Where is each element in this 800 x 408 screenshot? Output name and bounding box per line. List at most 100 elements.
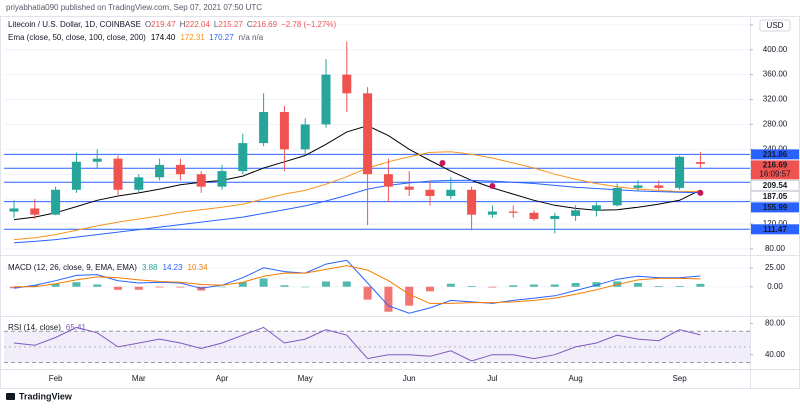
countdown: 16:09:57 [759, 169, 791, 178]
level-price-text: 209.54 [763, 181, 788, 190]
indicator-value: 170.27 [209, 33, 234, 42]
candle-body [571, 210, 581, 216]
candle-body [529, 212, 539, 220]
y-tick-label: 120.00 [763, 219, 788, 228]
level-price-text: 231.86 [763, 150, 788, 159]
candle-body [363, 93, 373, 175]
x-tick-label: Mar [132, 374, 146, 383]
candle-body [134, 177, 144, 190]
candle-body [238, 143, 248, 172]
brand: TradingView [19, 391, 73, 401]
quote-value: 216.69 [253, 20, 278, 29]
indicator-title: Ema (close, 50, close, 100, close, 200) [8, 33, 146, 42]
cross-marker [489, 183, 496, 190]
level-price-text: 111.47 [763, 225, 787, 234]
y-tick-label: 240.00 [763, 144, 788, 153]
candle-body [155, 164, 165, 178]
histogram-bar [51, 283, 60, 287]
quote-key: C [247, 20, 253, 29]
candle-body [404, 186, 414, 190]
histogram-bar [405, 286, 414, 306]
y-tick-label: 280.00 [763, 120, 788, 129]
rsi-title: RSI (14, close) [8, 323, 61, 332]
candle-body [300, 124, 310, 150]
histogram-bar [571, 282, 580, 287]
x-tick-label: Aug [568, 374, 582, 383]
candle-body [279, 111, 289, 150]
indicator-line [13, 326, 701, 362]
histogram-bar [238, 282, 247, 287]
histogram-bar [342, 281, 351, 287]
indicator-na: n/a n/a [239, 33, 264, 42]
candle-body [196, 174, 206, 187]
histogram-bar [384, 286, 393, 312]
candle-body [342, 74, 352, 94]
histogram-bar [10, 286, 18, 289]
level-price-label [750, 179, 800, 191]
histogram-bar [155, 286, 164, 288]
logo-mark [6, 393, 15, 400]
quote-value: 219.47 [151, 20, 176, 29]
candle-body [92, 158, 102, 162]
current-price-text: 216.69 [763, 160, 788, 169]
histogram-bar [72, 282, 81, 287]
candle-body [259, 111, 269, 144]
candle-body [591, 205, 601, 211]
candle-body [695, 162, 705, 164]
indicator-line [13, 259, 701, 314]
y-tick-label: 80.00 [765, 244, 786, 253]
candle-body [383, 174, 393, 187]
level-price-label [750, 190, 800, 202]
x-tick-label: Feb [49, 374, 63, 383]
currency-box [759, 19, 791, 32]
candle-body [71, 161, 81, 190]
y-tick-label: 360.00 [763, 70, 788, 79]
level-price-text: 155.99 [763, 203, 788, 212]
indicator-line [13, 151, 701, 241]
histogram-bar [322, 281, 330, 287]
histogram-bar [280, 285, 289, 287]
level-price-label [751, 224, 799, 235]
publish-note: priyabhatia090 published on TradingView.… [6, 3, 262, 12]
currency: USD [767, 21, 784, 30]
histogram-bar [654, 286, 663, 287]
legend: MACD (12, 26, close, 9, EMA, EMA) 3.88 14.… [8, 263, 208, 272]
histogram-bar [301, 286, 310, 288]
candle-body [30, 208, 40, 215]
macd-title: MACD (12, 26, close, 9, EMA, EMA) [8, 263, 137, 272]
histogram-bar [426, 286, 434, 292]
candle-body [9, 208, 19, 212]
macd-value: 14.23 [163, 263, 184, 272]
histogram-bar [592, 282, 601, 287]
candle-body [612, 187, 622, 206]
level-price-text: 187.05 [763, 192, 788, 201]
indicator-value: 172.31 [180, 33, 205, 42]
legend: Litecoin / U.S. Dollar, 1D, COINBASE O219… [8, 20, 337, 29]
histogram-bar [634, 282, 642, 287]
candle-body [633, 185, 643, 188]
candle-body [467, 189, 477, 215]
candle-body [487, 211, 497, 215]
rsi-value: 65.41 [66, 323, 87, 332]
histogram-bar [259, 278, 268, 287]
indicator-line [14, 265, 701, 304]
histogram-bar [488, 286, 497, 288]
histogram-bar [114, 286, 122, 290]
candle-body [446, 189, 456, 196]
candle-body [425, 189, 435, 196]
x-tick-label: Jun [403, 374, 416, 383]
quote-value: 222.04 [185, 20, 210, 29]
level-price-label [751, 202, 799, 213]
current-price-label [751, 160, 799, 180]
histogram-bar [363, 286, 372, 300]
y-tick-label: 320.00 [763, 95, 788, 104]
footer-logo: TradingView [6, 391, 73, 401]
y-tick-label: 80.00 [765, 319, 786, 328]
indicator-line [13, 125, 701, 221]
y-tick-label: 25.00 [765, 263, 786, 272]
quote-key: O [145, 20, 151, 29]
histogram-bar [176, 286, 185, 288]
candle-body [217, 171, 227, 187]
